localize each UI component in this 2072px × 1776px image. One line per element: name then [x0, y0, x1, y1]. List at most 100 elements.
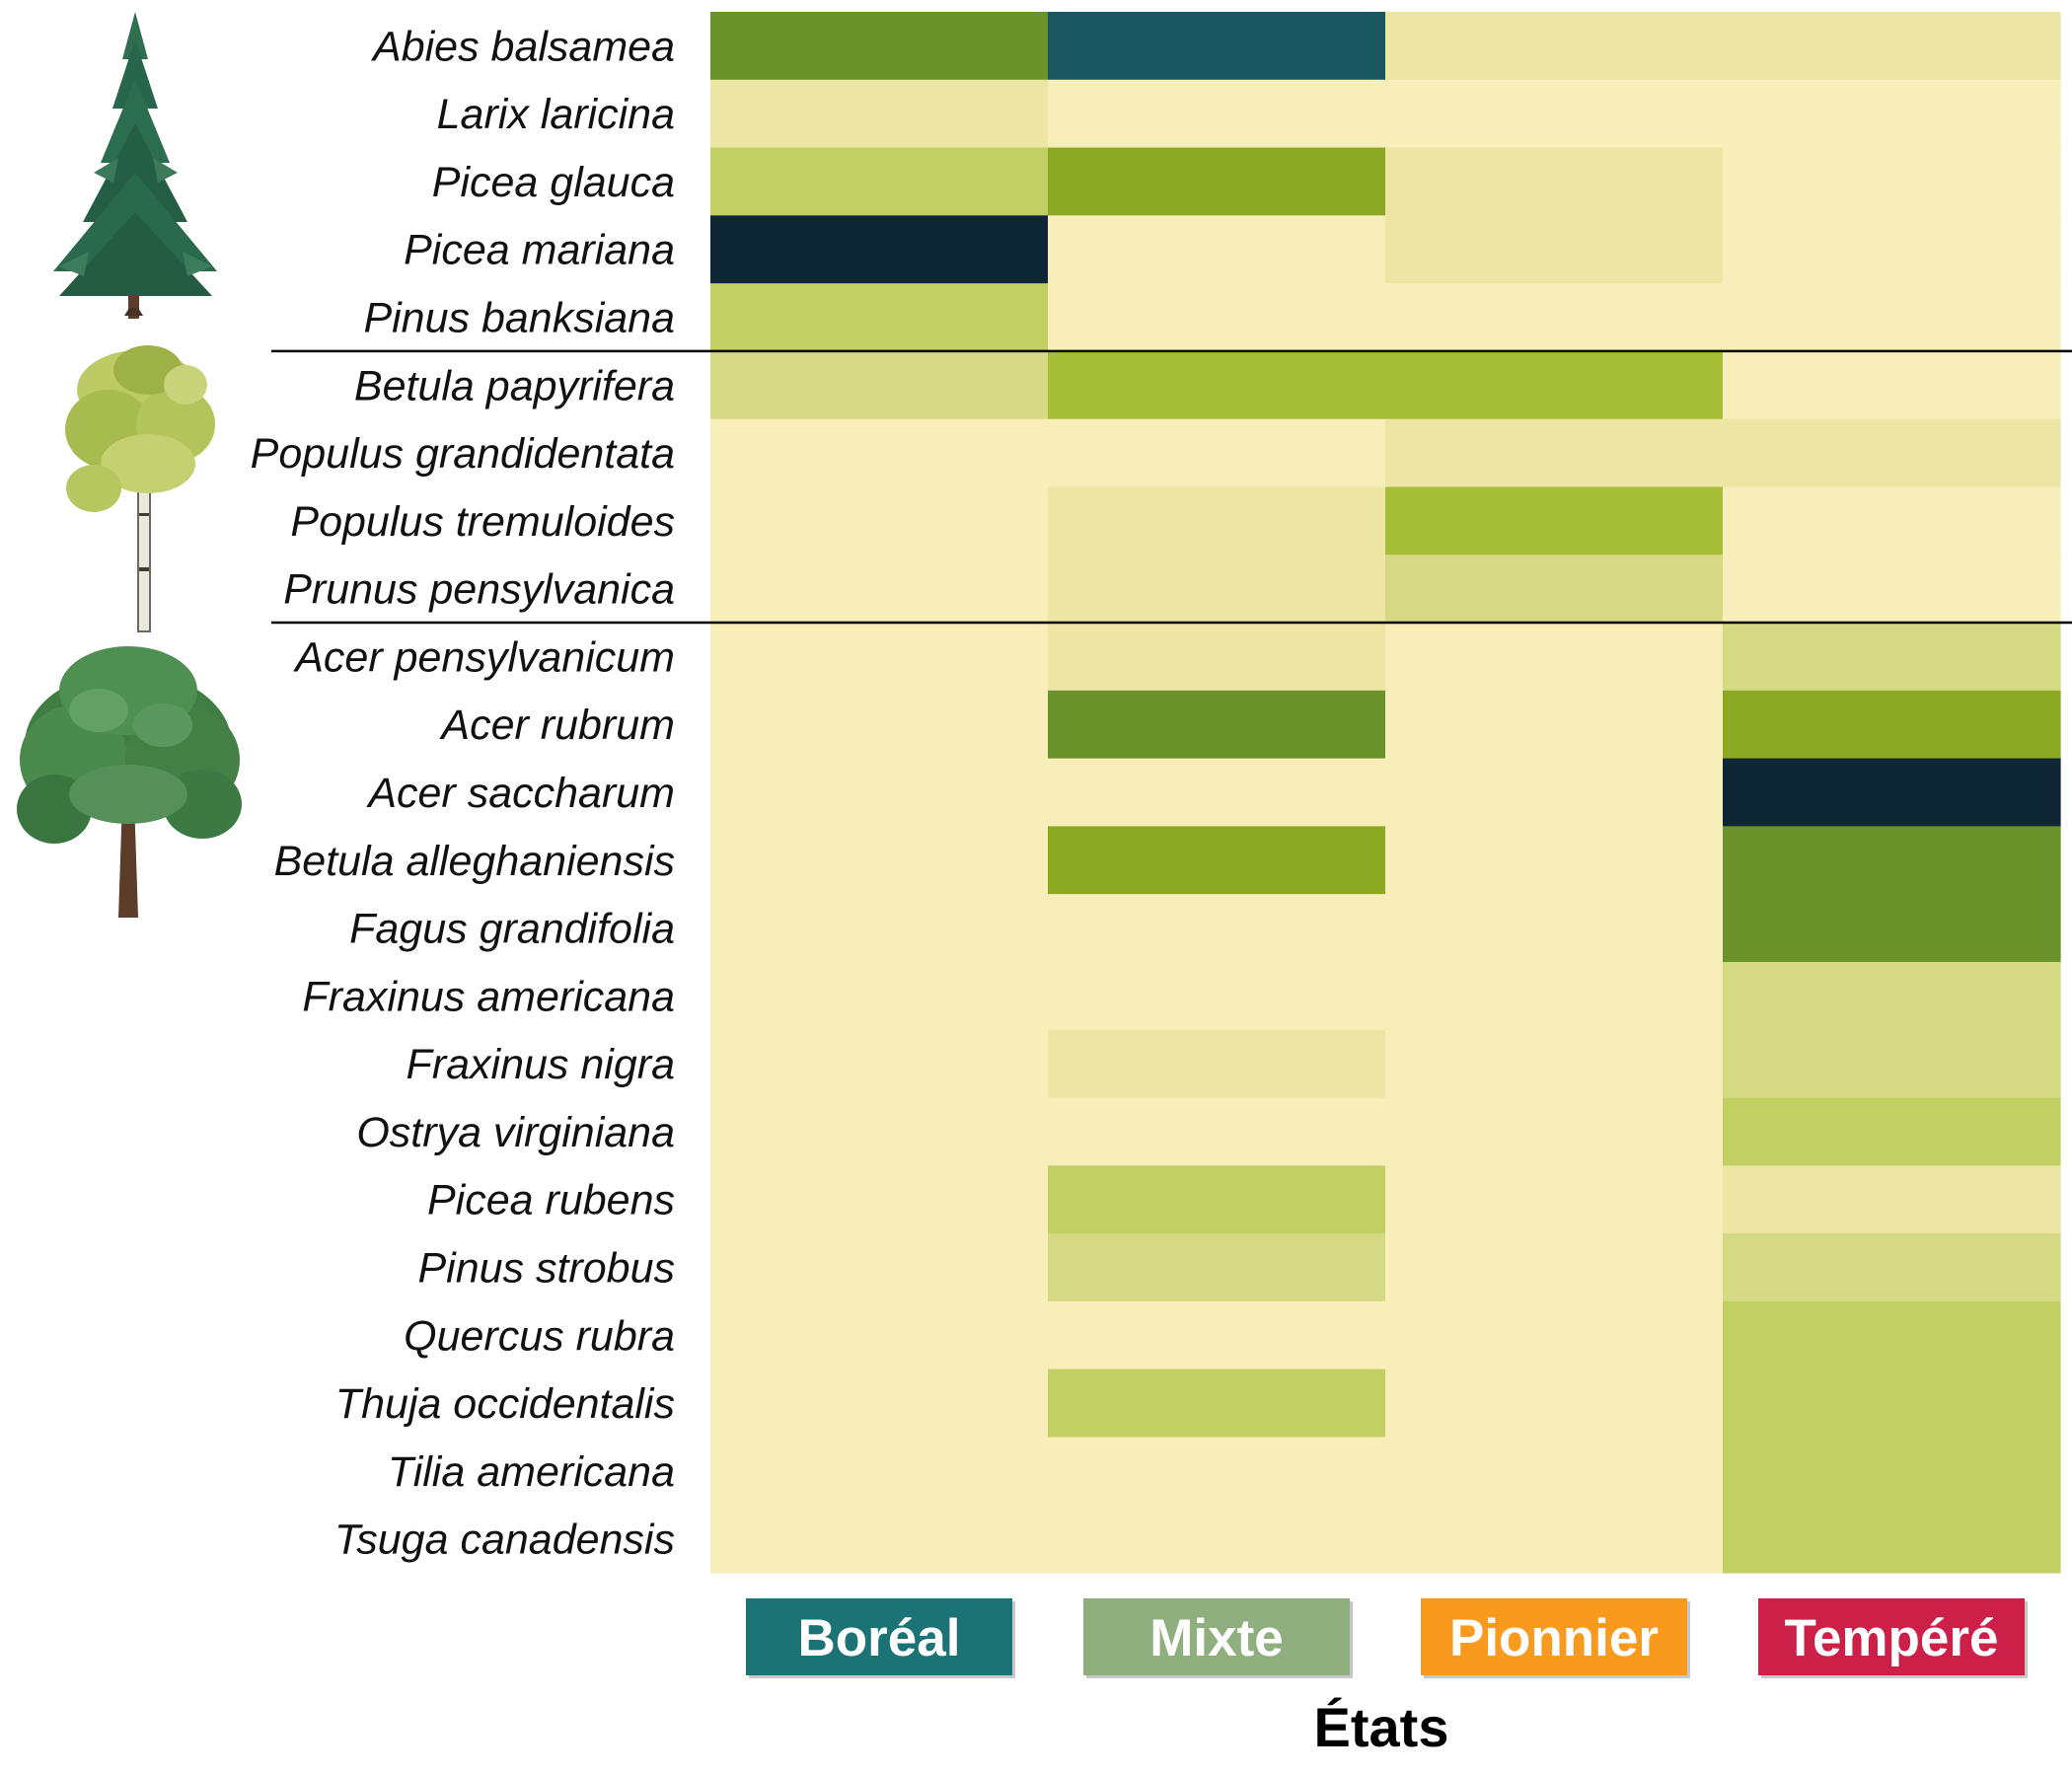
heatmap-cell [710, 1505, 1049, 1574]
heatmap-cell [1048, 1300, 1386, 1370]
species-label: Ostrya virginiana [356, 1109, 675, 1156]
tree-icons [17, 12, 242, 918]
heatmap-cell [1723, 555, 2061, 624]
species-label: Betula papyrifera [354, 362, 675, 409]
heatmap-cell [1385, 350, 1724, 420]
species-label: Acer rubrum [438, 702, 675, 749]
heatmap-cell [1048, 894, 1386, 963]
heatmap-cell [710, 690, 1049, 760]
state-legend-label: Pionnier [1449, 1609, 1659, 1667]
heatmap-cell [710, 555, 1049, 624]
heatmap-cell [1385, 555, 1724, 624]
heatmap-cell [1048, 12, 1386, 81]
heatmap-cell [710, 350, 1049, 420]
heatmap-cell [1723, 486, 2061, 555]
species-label: Abies balsamea [370, 23, 675, 70]
heatmap-cell [1723, 690, 2061, 760]
heatmap-cell [1048, 1437, 1386, 1506]
heatmap-cell [1048, 1097, 1386, 1166]
heatmap-cell [1385, 1165, 1724, 1234]
species-label: Populus grandidentata [251, 430, 675, 478]
heatmap-cell [1048, 758, 1386, 827]
state-legend-swatch [1421, 1598, 1687, 1675]
heatmap-cell [710, 283, 1049, 352]
heatmap-cell [710, 1300, 1049, 1370]
group-separators [271, 349, 2072, 625]
heatmap-cell [1385, 1233, 1724, 1302]
species-label: Picea rubens [427, 1177, 675, 1224]
heatmap-cell [1723, 623, 2061, 692]
heatmap-cell [710, 1233, 1049, 1302]
heatmap-cell [1385, 1369, 1724, 1439]
heatmap-cell [1385, 1437, 1724, 1506]
heatmap-cell [710, 1369, 1049, 1439]
heatmap-cell [1385, 758, 1724, 827]
heatmap-cell [1385, 12, 1724, 81]
heatmap-cell [710, 1165, 1049, 1234]
heatmap-cell [1385, 79, 1724, 149]
species-label: Picea glauca [432, 159, 675, 206]
heatmap-cell [1048, 486, 1386, 555]
heatmap-cell [710, 12, 1049, 81]
heatmap-cell [1048, 350, 1386, 420]
heatmap-cell [1723, 350, 2061, 420]
heatmap-cell [1048, 1165, 1386, 1234]
state-legend-item: Boréal [746, 1598, 1015, 1678]
heatmap-cell [710, 623, 1049, 692]
heatmap-cell [1385, 623, 1724, 692]
species-labels: Abies balsamea Larix laricina Picea glauca… [251, 23, 675, 1563]
heatmap-cell [1723, 1369, 2061, 1439]
heatmap-cell [1385, 690, 1724, 760]
heatmap-cell [1385, 1029, 1724, 1099]
heatmap-cell [1723, 1233, 2061, 1302]
heatmap-cell [1048, 418, 1386, 488]
heatmap-cell [710, 215, 1049, 284]
heatmap-cell [1048, 555, 1386, 624]
conifer-tree-icon [53, 12, 217, 319]
heatmap-cell [710, 894, 1049, 963]
heatmap-cell [710, 1029, 1049, 1099]
species-label: Larix laricina [437, 91, 675, 138]
heatmap-cell [1385, 486, 1724, 555]
heatmap-cell [1723, 418, 2061, 488]
state-legend-swatch [746, 1598, 1012, 1675]
species-label: Populus tremuloides [290, 498, 675, 546]
heatmap-cell [1723, 1097, 2061, 1166]
state-legend-item: Pionnier [1421, 1598, 1690, 1678]
heatmap-cell [1723, 1300, 2061, 1370]
heatmap-cell [710, 1097, 1049, 1166]
heatmap-cell [1723, 894, 2061, 963]
heatmap-cell [1723, 826, 2061, 895]
state-legend-label: Boréal [798, 1609, 961, 1667]
species-label: Pinus banksiana [363, 295, 675, 342]
heatmap-cell [1723, 12, 2061, 81]
species-label: Tsuga canadensis [334, 1517, 675, 1564]
heatmap-cell [1723, 1505, 2061, 1574]
heatmap-cell [1385, 147, 1724, 216]
species-label: Fraxinus nigra [407, 1041, 675, 1088]
heatmap-cell [1385, 1505, 1724, 1574]
heatmap-cell [1048, 1233, 1386, 1302]
species-label: Fagus grandifolia [349, 906, 675, 953]
heatmap-cell [1048, 283, 1386, 352]
heatmap-cell [710, 486, 1049, 555]
state-legend-swatch [1758, 1598, 2025, 1675]
x-axis-title: États [1314, 1696, 1449, 1758]
heatmap-cell [1048, 1505, 1386, 1574]
heatmap-cell [1723, 1165, 2061, 1234]
heatmap-cell [1385, 1300, 1724, 1370]
species-label: Fraxinus americana [302, 973, 675, 1020]
heatmap-cell [710, 758, 1049, 827]
heatmap-cell [1723, 215, 2061, 284]
heatmap-cell [1048, 826, 1386, 895]
heatmap-cell [1723, 758, 2061, 827]
heatmap-cell [1723, 283, 2061, 352]
heatmap-cell [1048, 147, 1386, 216]
heatmap-cell [710, 961, 1049, 1031]
state-legend-label: Mixte [1149, 1609, 1283, 1667]
state-legend-item: Mixte [1083, 1598, 1353, 1678]
broadleaf-tree-icon [17, 646, 242, 918]
heatmap-cell [710, 1437, 1049, 1506]
heatmap-cell [1385, 418, 1724, 488]
